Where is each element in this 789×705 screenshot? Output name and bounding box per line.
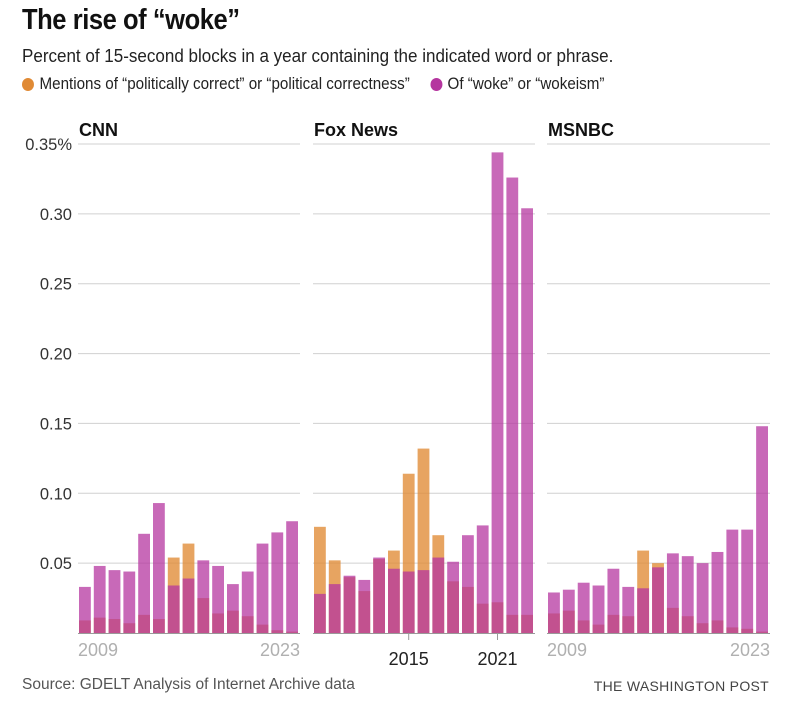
bar-woke-2011: [108, 570, 121, 633]
bar-woke-2013: [138, 533, 150, 633]
bar-woke-2012: [123, 571, 136, 633]
y-tick-label: 0.05: [40, 555, 72, 573]
bar-woke-2020: [241, 571, 254, 633]
bar-woke-2012: [592, 585, 605, 633]
legend: Mentions of “politically correct” or “po…: [22, 75, 625, 94]
x-tick-label: 2021: [477, 649, 517, 669]
bar-woke-2023: [286, 521, 298, 633]
bar-woke-2011: [577, 582, 590, 633]
source-note: Source: GDELT Analysis of Internet Archi…: [22, 676, 355, 693]
bar-woke-2011: [343, 575, 356, 633]
legend-label: Of “woke” or “wokeism”: [447, 75, 605, 93]
bar-woke-2021: [256, 543, 269, 633]
bar-woke-2019: [227, 584, 239, 633]
x-tick-label: 2023: [730, 640, 770, 660]
bar-woke-2015: [167, 585, 180, 633]
bar-woke-2019: [696, 563, 709, 633]
orange-dot-icon: [22, 78, 34, 91]
bar-woke-2023: [756, 426, 768, 633]
bar-woke-2014: [388, 568, 400, 633]
bar-woke-2017: [666, 553, 679, 633]
bar-woke-2010: [328, 584, 341, 633]
bar-woke-2022: [271, 532, 284, 633]
bar-woke-2009: [79, 586, 91, 633]
bar-woke-2010: [93, 565, 106, 633]
x-tick-label: 2009: [547, 640, 587, 660]
bar-woke-2020: [476, 525, 489, 633]
bar-woke-2013: [373, 557, 385, 633]
x-tick-label: 2015: [389, 649, 429, 669]
bar-woke-2021: [491, 152, 504, 633]
y-tick-label: 0.15: [40, 415, 72, 433]
bar-woke-2020: [711, 551, 724, 633]
bar-woke-2012: [358, 579, 371, 633]
panel-title-msnbc: MSNBC: [548, 120, 614, 140]
chart-title: The rise of “woke”: [22, 4, 240, 36]
bar-woke-2022: [506, 177, 519, 633]
y-tick-label: 0.30: [40, 206, 72, 224]
bar-woke-2016: [417, 570, 430, 633]
bar-woke-2017: [432, 557, 445, 633]
bar-woke-2016: [182, 578, 195, 633]
y-tick-label: 0.35%: [25, 136, 72, 154]
publisher-credit: THE WASHINGTON POST: [593, 678, 769, 694]
legend-item-politically-correct: Mentions of “politically correct” or “po…: [22, 75, 410, 94]
x-tick-label: 2023: [260, 640, 300, 660]
bar-woke-2021: [726, 529, 739, 633]
bar-politically-correct-2015: [402, 473, 415, 633]
y-tick-label: 0.10: [40, 485, 72, 503]
bar-woke-2023: [521, 208, 533, 634]
panel-title-cnn: CNN: [79, 120, 118, 140]
bar-woke-2017: [197, 560, 210, 633]
legend-item-woke: Of “woke” or “wokeism”: [430, 75, 604, 94]
chart-subtitle: Percent of 15-second blocks in a year co…: [22, 45, 614, 66]
bar-woke-2018: [212, 565, 224, 633]
bar-woke-2022: [741, 529, 754, 633]
bar-woke-2009: [548, 592, 560, 633]
bar-woke-2014: [153, 503, 165, 633]
legend-label: Mentions of “politically correct” or “po…: [39, 75, 410, 93]
bar-woke-2019: [462, 535, 474, 633]
x-tick-label: 2009: [78, 640, 118, 660]
bar-woke-2018: [681, 556, 694, 633]
bar-woke-2009: [314, 593, 326, 633]
bar-politically-correct-2016: [417, 448, 430, 633]
bar-woke-2015: [637, 588, 650, 633]
bar-woke-2015: [402, 571, 415, 633]
bar-woke-2013: [607, 568, 620, 633]
bar-woke-2018: [447, 561, 459, 633]
bar-woke-2010: [562, 589, 575, 633]
bar-woke-2016: [652, 567, 664, 633]
magenta-dot-icon: [430, 78, 443, 91]
panel-title-fox-news: Fox News: [314, 120, 398, 140]
bar-politically-correct-2009: [314, 526, 326, 633]
bar-woke-2014: [622, 586, 635, 633]
y-tick-label: 0.20: [40, 346, 72, 364]
y-tick-label: 0.25: [40, 276, 72, 294]
